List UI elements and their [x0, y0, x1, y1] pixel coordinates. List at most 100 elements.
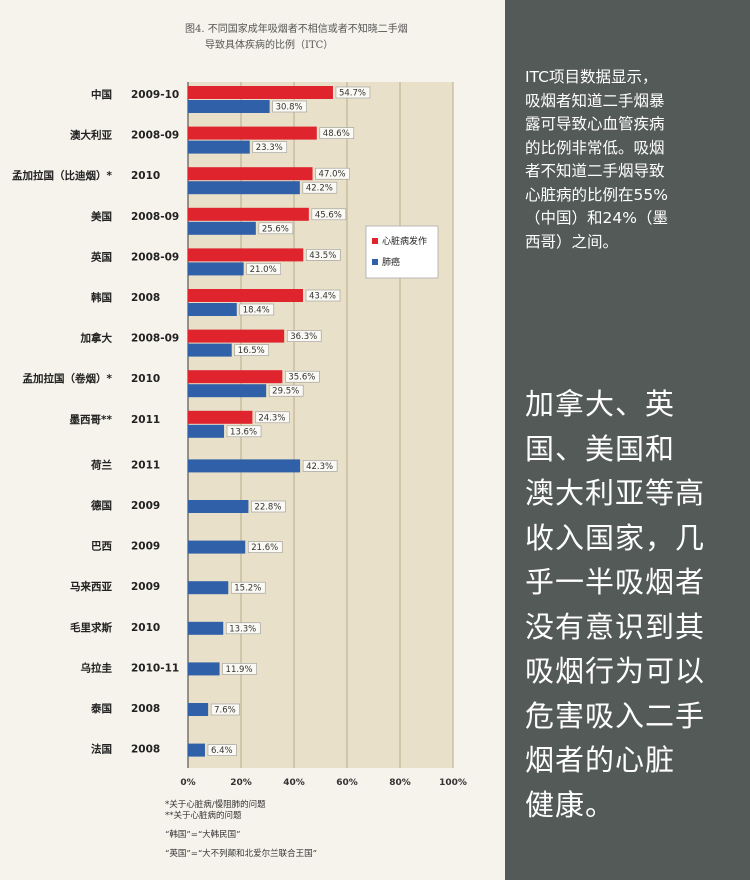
data-label-heart-box [311, 208, 347, 221]
data-label-lung: 18.4% [243, 306, 270, 316]
bar-lung-cancer [188, 140, 250, 154]
bar-heart-attack [188, 289, 304, 302]
category-year: 2008 [131, 292, 160, 304]
category-year: 2008-09 [131, 251, 179, 263]
data-label-heart: 48.6% [323, 129, 350, 139]
data-label-heart: 43.4% [309, 292, 336, 302]
legend-box [365, 225, 439, 279]
intro-text: ITC项目数据显示， 吸烟者知道二手烟暴 露可导致心血管疾病 的比例非常低。吸烟… [525, 68, 668, 251]
category-country: 巴西 [91, 541, 112, 553]
category-year: 2010 [131, 373, 160, 385]
category-country: 法国 [91, 743, 112, 756]
bar-chart: 0% 20% 40% 60% 80% 100% 中国 2009-10 54.7% 30.8% 澳大利… [12, 82, 467, 788]
data-label-lung-box [226, 425, 262, 438]
legend-label-heart: 心脏病发作 [382, 235, 427, 247]
bar-heart-attack [188, 329, 285, 343]
data-label-lung-box [302, 181, 338, 194]
data-label-lung-box [252, 141, 288, 153]
category-country: 英国 [90, 250, 112, 263]
data-label-lung: 13.6% [230, 427, 257, 437]
data-label-heart-box [305, 289, 341, 302]
plot-area [188, 82, 453, 768]
data-label-heart: 24.3% [258, 413, 285, 423]
bar-heart-attack [188, 370, 283, 384]
data-label-lung: 15.2% [234, 584, 261, 594]
category-year: 2008-09 [131, 211, 179, 223]
category-year: 2009 [131, 500, 160, 512]
category-country: 孟加拉国（比迪烟）* [12, 169, 112, 182]
data-label-lung: 42.2% [306, 184, 333, 194]
data-label-heart: 36.3% [290, 332, 317, 342]
category-country: 孟加拉国（卷烟）* [23, 372, 113, 385]
data-label-heart: 47.0% [319, 170, 346, 180]
x-tick-label: 100% [439, 778, 467, 788]
category-country: 泰国 [90, 702, 112, 715]
footnote-1: *关于心脏病/慢阻肺的问题 [165, 800, 266, 810]
data-label-lung: 7.6% [214, 706, 236, 716]
data-label-lung-box [268, 384, 304, 397]
bar-lung-cancer [188, 343, 232, 357]
data-label-lung: 13.3% [229, 624, 256, 634]
data-label-heart-box [315, 167, 350, 180]
data-label-lung: 42.3% [306, 462, 333, 472]
data-label-heart-box [305, 249, 341, 261]
data-label-lung: 29.5% [272, 387, 299, 397]
bar-lung-cancer [188, 424, 225, 438]
category-year: 2010 [131, 170, 160, 182]
bar-lung-cancer [188, 459, 301, 473]
x-tick-label: 80% [389, 778, 411, 788]
bar-lung-cancer [188, 581, 229, 595]
category-year: 2009-10 [131, 89, 179, 101]
footnote-3: “韩国”=“大韩民国” [165, 830, 241, 840]
footnote-4: “英国”=“大不列颠和北爱尔兰联合王国” [165, 849, 318, 859]
bar-lung-cancer [188, 181, 300, 195]
data-label-lung: 23.3% [256, 143, 283, 153]
category-country: 马来西亚 [70, 580, 112, 593]
caption-line-2: 导致具体疾病的比例（ITC） [205, 40, 334, 51]
category-year: 2011 [131, 414, 160, 426]
data-label-lung: 21.0% [250, 265, 277, 275]
x-tick-label: 40% [283, 778, 305, 788]
legend-swatch-lung [372, 259, 378, 265]
data-label-lung: 16.5% [238, 346, 265, 356]
category-year: 2008-09 [131, 130, 179, 142]
bar-lung-cancer [188, 262, 244, 276]
footnote-2: **关于心脏病的问题 [165, 811, 242, 821]
bar-lung-cancer [188, 384, 267, 398]
bar-heart-attack [188, 86, 333, 99]
data-label-heart: 45.6% [315, 210, 342, 220]
bar-heart-attack [188, 126, 317, 140]
chart-caption: 图4. 不同国家成年吸烟者不相信或者不知晓二手烟 导致具体疾病的比例（ITC） [185, 22, 455, 54]
category-country: 毛里求斯 [70, 621, 112, 634]
category-country: 中国 [91, 88, 112, 101]
data-label-lung-box [225, 622, 261, 635]
data-label-lung-box [258, 222, 294, 235]
data-label-lung-box [230, 581, 266, 594]
bar-lung-cancer [188, 621, 224, 635]
data-label-lung-box [222, 663, 257, 675]
category-country: 澳大利亚 [70, 129, 112, 142]
highlight-text: 加拿大、英 国、美国和 澳大利亚等高 收入国家，几 乎一半吸烟者 没有意识到其 … [525, 387, 706, 822]
bar-lung-cancer [188, 703, 209, 716]
data-label-lung-box [239, 303, 275, 316]
data-label-lung-box [234, 344, 270, 356]
bar-heart-attack [188, 167, 313, 181]
bar-heart-attack [188, 207, 309, 221]
bar-heart-attack [188, 410, 253, 424]
bar-lung-cancer [188, 303, 237, 316]
footnotes: *关于心脏病/慢阻肺的问题 **关于心脏病的问题 “韩国”=“大韩民国” “英国… [165, 800, 485, 860]
x-tick-label: 60% [336, 778, 358, 788]
category-year: 2008-09 [131, 333, 179, 345]
category-country: 墨西哥** [70, 414, 113, 426]
x-tick-label: 20% [230, 778, 252, 788]
data-label-heart-box [255, 411, 290, 424]
category-year: 2008 [131, 744, 160, 756]
data-label-lung: 21.6% [251, 543, 278, 553]
data-label-heart-box [319, 127, 355, 139]
data-label-lung-box [210, 703, 240, 716]
data-label-heart: 43.5% [309, 251, 336, 261]
data-label-lung-box [207, 744, 237, 756]
bar-lung-cancer [188, 221, 256, 235]
bar-heart-attack [188, 248, 304, 262]
data-label-lung-box [246, 263, 281, 275]
